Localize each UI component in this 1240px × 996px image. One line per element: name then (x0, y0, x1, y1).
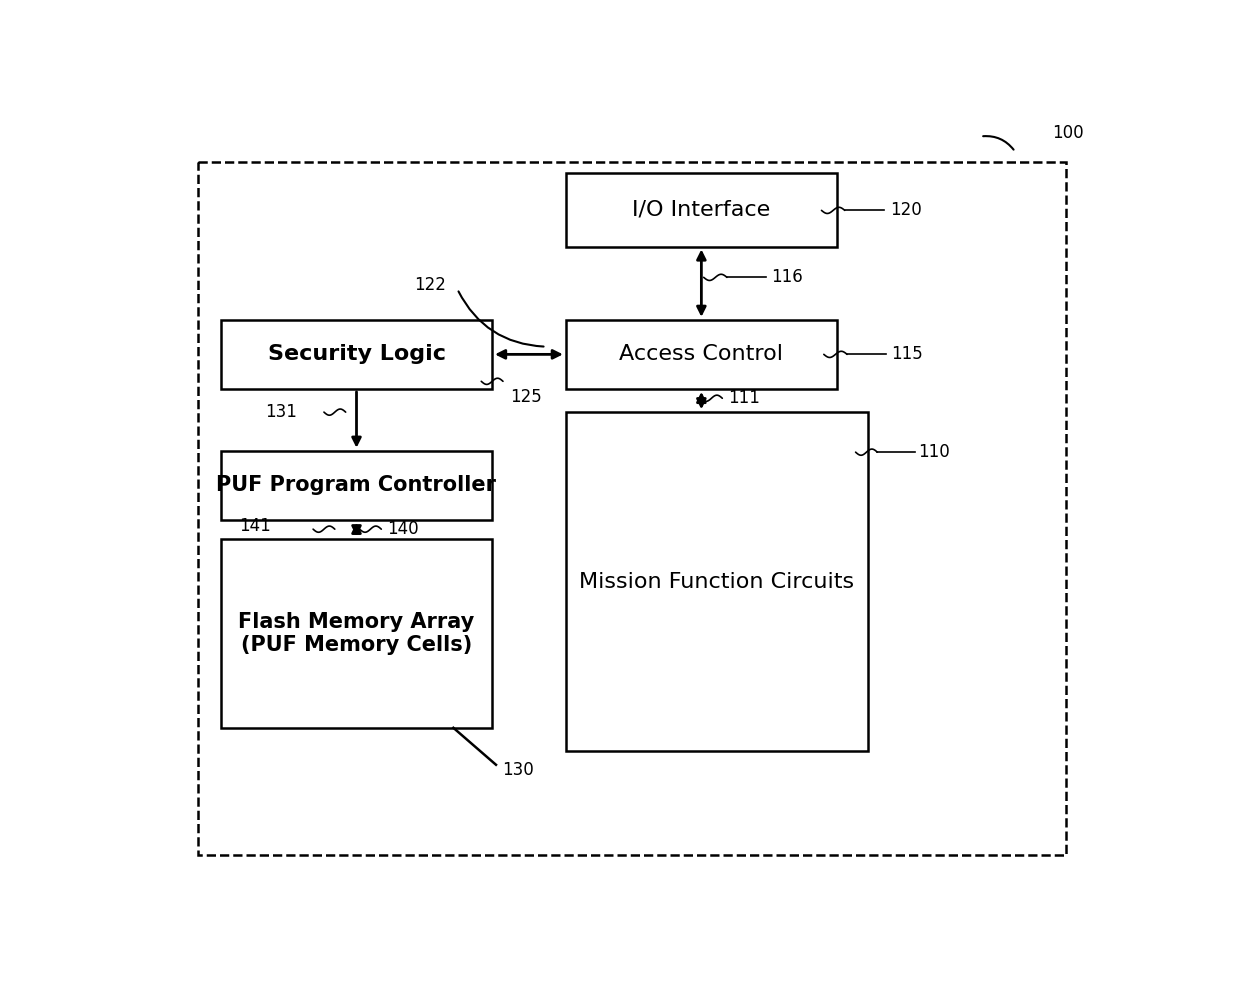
Bar (565, 320, 837, 389)
Text: 120: 120 (890, 201, 921, 219)
Text: 100: 100 (1053, 124, 1084, 142)
Text: Access Control: Access Control (619, 345, 784, 365)
Bar (221, 320, 492, 389)
Bar (221, 450, 492, 520)
Text: I/O Interface: I/O Interface (632, 200, 770, 220)
Text: Mission Function Circuits: Mission Function Circuits (579, 572, 854, 592)
Text: 130: 130 (502, 761, 534, 779)
Text: Flash Memory Array
(PUF Memory Cells): Flash Memory Array (PUF Memory Cells) (238, 612, 475, 655)
Bar (565, 412, 868, 751)
Text: Security Logic: Security Logic (268, 345, 445, 365)
Text: 116: 116 (771, 268, 802, 287)
Bar (565, 173, 837, 247)
Text: 111: 111 (729, 389, 760, 407)
Text: 122: 122 (414, 276, 445, 294)
Text: 110: 110 (919, 443, 950, 461)
Text: 140: 140 (387, 520, 419, 538)
Text: 125: 125 (510, 387, 542, 405)
Text: PUF Program Controller: PUF Program Controller (217, 475, 496, 495)
Text: 115: 115 (892, 346, 923, 364)
Text: 131: 131 (265, 403, 296, 421)
Text: 141: 141 (238, 517, 270, 535)
Bar (221, 539, 492, 728)
